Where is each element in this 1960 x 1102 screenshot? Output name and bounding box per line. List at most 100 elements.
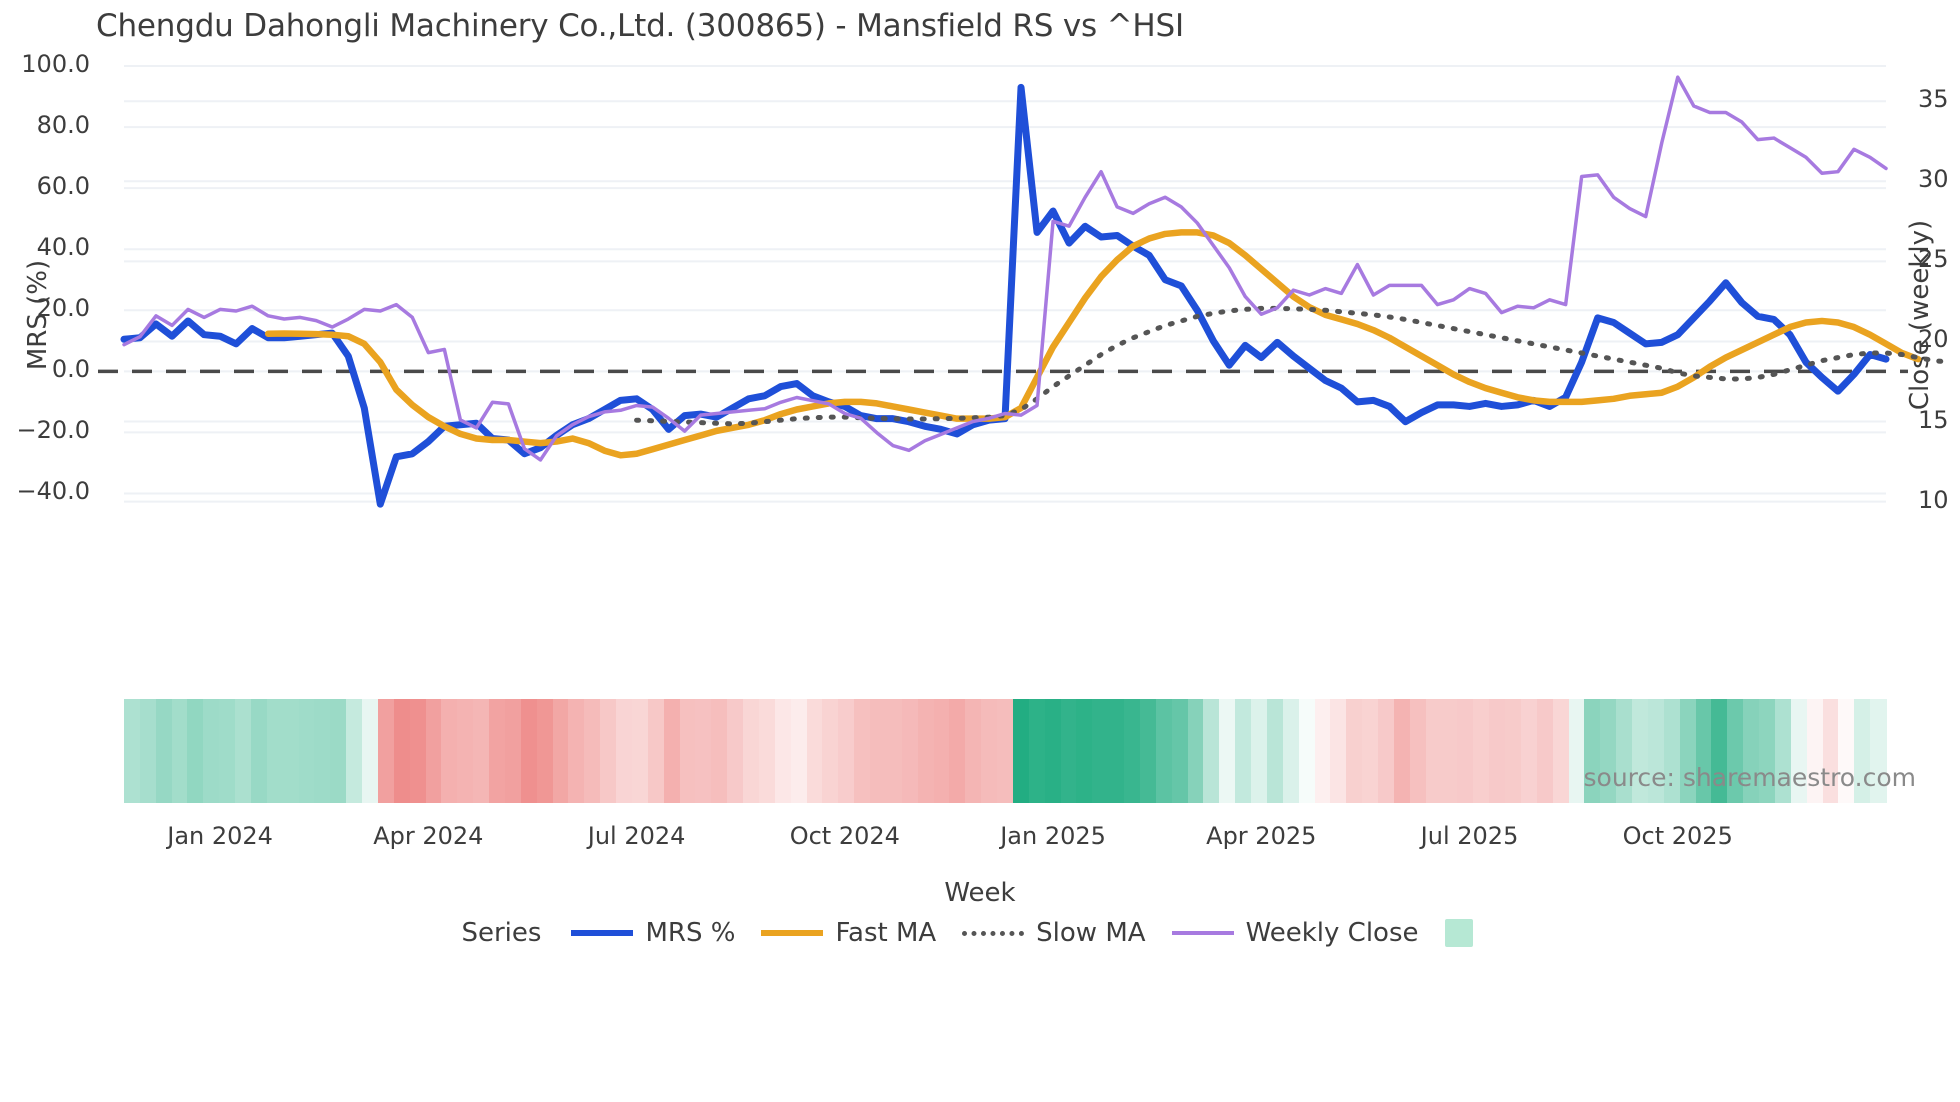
heatmap-cell bbox=[584, 699, 601, 803]
y-right-tick: 10 bbox=[1918, 485, 1949, 514]
heatmap-cell bbox=[949, 699, 966, 803]
heatmap-cell bbox=[711, 699, 728, 803]
heatmap-cell bbox=[774, 699, 792, 803]
heatmap-cell bbox=[822, 699, 839, 803]
heatmap-cell bbox=[187, 699, 204, 803]
heatmap-cell bbox=[219, 699, 236, 803]
heatmap-cell bbox=[1108, 699, 1125, 803]
heatmap-cell bbox=[1584, 699, 1601, 803]
heatmap-cell bbox=[1378, 699, 1395, 803]
heatmap-cell bbox=[1489, 699, 1506, 803]
heatmap-cell bbox=[1759, 699, 1776, 803]
heatmap-cell bbox=[425, 699, 443, 803]
heatmap-cell bbox=[504, 699, 522, 803]
legend-item-weekly-close[interactable]: Weekly Close bbox=[1171, 918, 1419, 948]
heatmap-cell bbox=[282, 699, 300, 803]
series-line-weekly-close bbox=[122, 75, 1888, 462]
heatmap-cell bbox=[1060, 699, 1078, 803]
heatmap-cell bbox=[600, 699, 617, 803]
source-note: source: sharemaestro.com bbox=[1583, 763, 1917, 792]
heatmap-cell bbox=[647, 699, 665, 803]
y-left-tick: 0.0 bbox=[51, 355, 90, 384]
heatmap-cell bbox=[1536, 699, 1554, 803]
legend-label: Slow MA bbox=[1036, 918, 1146, 948]
heatmap-cell bbox=[727, 699, 744, 803]
heatmap-cell bbox=[1616, 699, 1633, 803]
legend-label: Fast MA bbox=[835, 918, 937, 948]
legend-swatch-icon bbox=[571, 930, 634, 936]
heatmap-cell bbox=[616, 699, 633, 803]
heatmap-cell bbox=[743, 699, 760, 803]
heatmap-cell bbox=[1806, 699, 1824, 803]
heatmap-cell bbox=[1838, 699, 1855, 803]
heatmap-cell bbox=[409, 699, 427, 803]
legend-swatch-icon bbox=[1171, 931, 1234, 935]
heatmap-cell bbox=[1822, 699, 1839, 803]
legend: Series MRS % Fast MA Slow MA Weekly Close bbox=[0, 918, 1960, 948]
heatmap-cell bbox=[1711, 699, 1728, 803]
legend-item-mrs[interactable]: MRS % bbox=[571, 918, 735, 948]
heatmap-cell bbox=[362, 699, 379, 803]
heatmap-cell bbox=[1854, 699, 1871, 803]
heatmap-cell bbox=[1520, 699, 1538, 803]
heatmap-cell bbox=[552, 699, 570, 803]
heatmap-cell bbox=[1600, 699, 1617, 803]
heatmap-cell bbox=[1473, 699, 1490, 803]
heatmap-cell bbox=[250, 699, 268, 803]
heatmap-cell bbox=[1298, 699, 1316, 803]
heatmap-cell bbox=[124, 699, 141, 803]
heatmap-cell bbox=[1727, 699, 1744, 803]
heatmap-cell bbox=[965, 699, 982, 803]
y-left-tick: −20.0 bbox=[16, 416, 90, 445]
heatmap-cell bbox=[1076, 699, 1093, 803]
heatmap-cell bbox=[1314, 699, 1331, 803]
y-left-tick: 60.0 bbox=[36, 172, 90, 201]
heatmap-cell bbox=[266, 699, 284, 803]
heatmap-cell bbox=[997, 699, 1014, 803]
legend-item-slow-ma[interactable]: Slow MA bbox=[962, 918, 1146, 948]
heatmap-cell bbox=[1505, 699, 1522, 803]
heatmap-cell bbox=[1409, 699, 1427, 803]
heatmap-cell bbox=[330, 699, 347, 803]
y-left-tick: 80.0 bbox=[36, 111, 90, 140]
heatmap-cell bbox=[901, 699, 919, 803]
legend-label: Weekly Close bbox=[1245, 918, 1419, 948]
heatmap-cell bbox=[1012, 699, 1030, 803]
heatmap-cell bbox=[1647, 699, 1665, 803]
legend-item-fast-ma[interactable]: Fast MA bbox=[761, 918, 936, 948]
heatmap-cell bbox=[1251, 699, 1268, 803]
legend-item-swatch[interactable] bbox=[1444, 919, 1473, 947]
x-tick: Oct 2024 bbox=[789, 822, 900, 850]
heatmap-cell bbox=[536, 699, 554, 803]
heatmap-cell bbox=[790, 699, 808, 803]
heatmap-cell bbox=[1663, 699, 1681, 803]
heatmap-cell bbox=[1203, 699, 1220, 803]
x-tick: Oct 2025 bbox=[1622, 822, 1733, 850]
y-right-tick: 35 bbox=[1918, 85, 1949, 114]
heatmap-cell bbox=[695, 699, 712, 803]
heatmap-cell bbox=[314, 699, 331, 803]
y-right-tick: 25 bbox=[1918, 245, 1949, 274]
heatmap-cell bbox=[1441, 699, 1458, 803]
heatmap-cell bbox=[171, 699, 189, 803]
heatmap-cell bbox=[1632, 699, 1649, 803]
heatmap-cell bbox=[520, 699, 538, 803]
heatmap-cell bbox=[1425, 699, 1443, 803]
legend-label: MRS % bbox=[645, 918, 736, 948]
heatmap-cell bbox=[1028, 699, 1046, 803]
heatmap-cell bbox=[473, 699, 490, 803]
heatmap-cell bbox=[235, 699, 252, 803]
rs-heatmap-strip bbox=[124, 699, 1887, 803]
heatmap-cell bbox=[679, 699, 697, 803]
heatmap-cell bbox=[1552, 699, 1570, 803]
x-tick: Jul 2025 bbox=[1420, 822, 1519, 850]
heatmap-cell bbox=[441, 699, 458, 803]
heatmap-cell bbox=[1330, 699, 1347, 803]
heatmap-cell bbox=[933, 699, 951, 803]
heatmap-cell bbox=[1870, 699, 1887, 803]
x-tick: Apr 2024 bbox=[373, 822, 484, 850]
heatmap-cell bbox=[806, 699, 824, 803]
y-right-tick: 20 bbox=[1918, 325, 1949, 354]
y-left-tick: 20.0 bbox=[36, 294, 90, 323]
x-tick: Jan 2024 bbox=[167, 822, 273, 850]
